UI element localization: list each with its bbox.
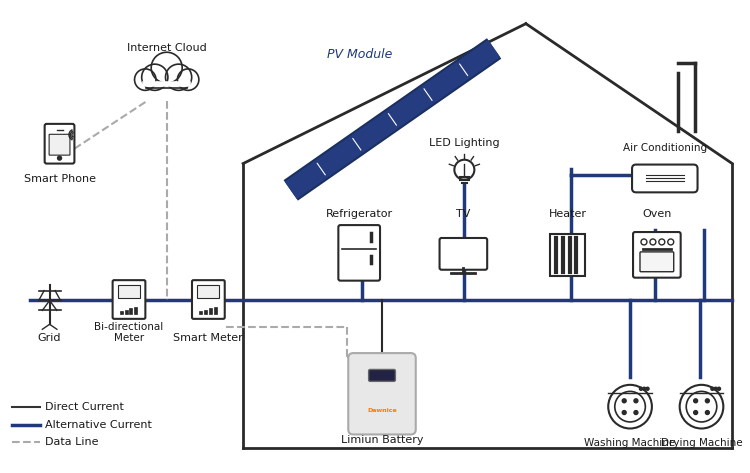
- Circle shape: [711, 387, 714, 390]
- Text: Data Line: Data Line: [45, 438, 98, 447]
- Text: Limiun Battery: Limiun Battery: [340, 435, 423, 446]
- Circle shape: [152, 52, 182, 83]
- Circle shape: [718, 387, 721, 390]
- Text: Alternative Current: Alternative Current: [45, 420, 152, 429]
- Circle shape: [634, 399, 638, 403]
- FancyBboxPatch shape: [640, 252, 674, 272]
- Circle shape: [694, 399, 698, 403]
- FancyBboxPatch shape: [49, 134, 70, 155]
- Text: Heater: Heater: [548, 209, 586, 219]
- Text: Dawnice: Dawnice: [368, 408, 397, 412]
- FancyBboxPatch shape: [633, 232, 681, 278]
- Bar: [124, 310, 128, 315]
- Circle shape: [646, 387, 649, 390]
- Text: Grid: Grid: [38, 333, 62, 343]
- Circle shape: [178, 69, 199, 90]
- Text: LED Lighting: LED Lighting: [429, 138, 500, 148]
- FancyBboxPatch shape: [45, 124, 74, 164]
- Circle shape: [142, 64, 168, 90]
- Text: Smart Meter: Smart Meter: [173, 333, 243, 343]
- Circle shape: [166, 64, 192, 90]
- Text: TV: TV: [456, 209, 470, 219]
- Circle shape: [622, 411, 626, 414]
- Circle shape: [134, 69, 156, 90]
- Text: Washing Machine: Washing Machine: [584, 438, 676, 448]
- Circle shape: [706, 411, 710, 414]
- Text: Direct Current: Direct Current: [45, 402, 124, 412]
- Bar: [204, 310, 207, 315]
- Circle shape: [706, 399, 710, 403]
- Text: Oven: Oven: [642, 209, 671, 219]
- Text: Air Conditioning: Air Conditioning: [622, 143, 706, 153]
- FancyBboxPatch shape: [632, 165, 698, 193]
- Text: Internet Cloud: Internet Cloud: [127, 44, 206, 53]
- Text: PV Module: PV Module: [328, 48, 393, 61]
- Bar: [130, 308, 133, 315]
- Circle shape: [694, 411, 698, 414]
- Circle shape: [643, 387, 646, 390]
- Circle shape: [622, 399, 626, 403]
- Text: Bi-directional
Meter: Bi-directional Meter: [94, 322, 164, 343]
- Text: Smart Phone: Smart Phone: [23, 175, 95, 184]
- Bar: [134, 307, 137, 315]
- Circle shape: [640, 387, 643, 390]
- Text: Drying Machine: Drying Machine: [661, 438, 742, 448]
- FancyBboxPatch shape: [368, 369, 395, 381]
- FancyBboxPatch shape: [192, 280, 225, 319]
- Text: Refrigerator: Refrigerator: [326, 209, 393, 219]
- Bar: [197, 285, 219, 298]
- Bar: [214, 307, 217, 315]
- FancyBboxPatch shape: [348, 353, 416, 434]
- Bar: [119, 311, 122, 315]
- Bar: [209, 308, 212, 315]
- Bar: [118, 285, 140, 298]
- FancyBboxPatch shape: [338, 225, 380, 280]
- Circle shape: [634, 411, 638, 414]
- Bar: [199, 311, 202, 315]
- Bar: [550, 234, 586, 276]
- Circle shape: [714, 387, 717, 390]
- FancyBboxPatch shape: [440, 238, 488, 270]
- FancyBboxPatch shape: [112, 280, 146, 319]
- Circle shape: [58, 156, 62, 160]
